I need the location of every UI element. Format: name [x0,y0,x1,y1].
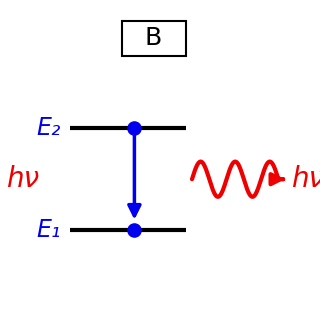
Point [132,125,137,131]
Point [132,228,137,233]
Text: hν: hν [6,165,40,193]
Text: B: B [145,26,162,50]
Text: hν: hν [291,165,320,193]
Text: E₂: E₂ [36,116,61,140]
Text: E₁: E₁ [36,218,61,243]
Bar [122,21,186,56]
